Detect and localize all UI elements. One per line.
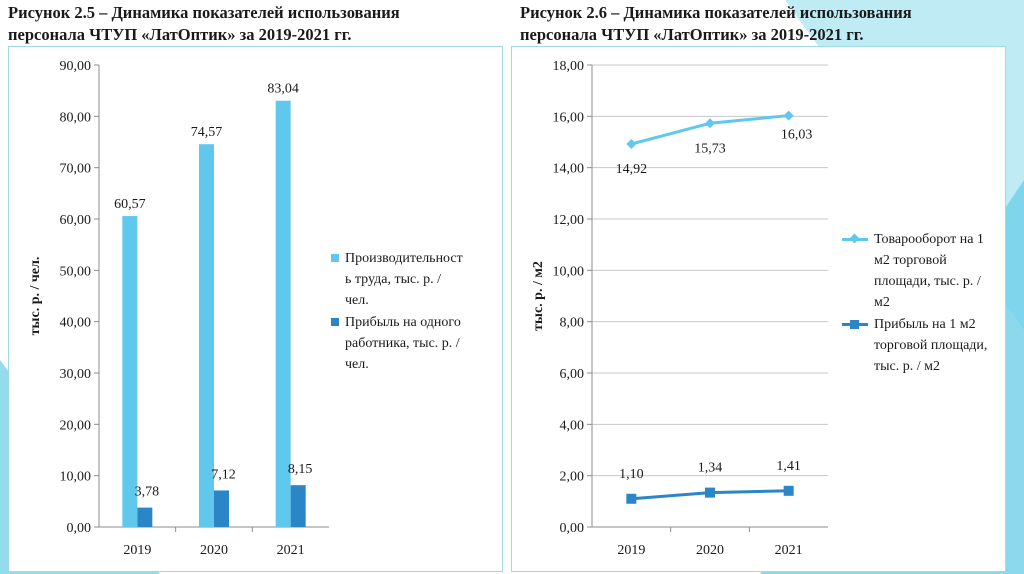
- y-tick-label: 40,00: [60, 316, 92, 331]
- data-label: 1,34: [698, 461, 723, 476]
- x-tick-label: 2019: [617, 543, 645, 558]
- line-chart-panel: 0,00 2,00 4,00 6,00 8,00 10,00 12,00 14,00 16,00…: [511, 46, 1006, 572]
- square-marker-icon: [850, 319, 859, 329]
- legend-label-turnover-line-3: площади, тыс. р. /: [874, 274, 981, 289]
- legend-item-profit-per-worker: Прибыль на одного работника, тыс. р. / ч…: [331, 312, 499, 375]
- square-swatch-icon: [331, 254, 339, 262]
- figure-2-5-title-line-2: персонала ЧТУП «ЛатОптик» за 2019-2021 г…: [8, 25, 352, 44]
- diamond-marker-icon: [849, 233, 860, 244]
- y-axis-title: тыс. р. / м2: [531, 261, 546, 331]
- bar-profit: [137, 507, 153, 527]
- data-label: 83,04: [267, 82, 299, 97]
- x-tick-label: 2020: [200, 543, 228, 558]
- legend-label-profit-m2-line-2: торговой площади,: [874, 338, 988, 353]
- y-tick-label: 60,00: [60, 213, 92, 228]
- figure-2-6-title: Рисунок 2.6 – Динамика показателей испол…: [520, 2, 1000, 46]
- bar-chart-panel: 0,00 10,00 20,00 30,00 40,00 50,00 60,00 70,00 8…: [8, 46, 503, 572]
- y-tick-label: 20,00: [60, 418, 92, 433]
- legend-label-profit-m2-line-1: Прибыль на 1 м2: [874, 317, 976, 332]
- y-tick-label: 6,00: [560, 367, 585, 382]
- legend-item-turnover: Товарооборот на 1 м2 торговой площади, т…: [842, 229, 1004, 313]
- square-marker: [626, 493, 637, 504]
- square-marker: [783, 485, 794, 496]
- legend-label-profit-m2-line-3: тыс. р. / м2: [874, 359, 940, 374]
- line-chart-legend: Товарооборот на 1 м2 торговой площади, т…: [842, 229, 1004, 378]
- legend-label-turnover-line-4: м2: [874, 295, 890, 310]
- legend-item-profit-per-m2: Прибыль на 1 м2 торговой площади, тыс. р…: [842, 314, 1004, 377]
- y-tick-label: 80,00: [60, 110, 92, 125]
- y-tick-label: 0,00: [560, 521, 585, 536]
- data-label: 3,78: [135, 485, 160, 500]
- y-tick-label: 0,00: [67, 521, 92, 536]
- legend-label-productivity-line-3: чел.: [345, 293, 369, 308]
- data-label: 16,03: [781, 128, 813, 143]
- bar-profit: [214, 490, 229, 527]
- y-tick-label: 12,00: [553, 213, 585, 228]
- data-label: 1,10: [619, 467, 644, 482]
- x-tick-label: 2021: [775, 543, 803, 558]
- bar-productivity: [199, 144, 214, 527]
- turnover-legend-key: [842, 233, 868, 244]
- bar-chart-legend: Производительност ь труда, тыс. р. / чел…: [331, 248, 499, 376]
- legend-label-profit-line-3: чел.: [345, 357, 369, 372]
- y-tick-label: 18,00: [553, 59, 585, 74]
- y-tick-label: 10,00: [553, 264, 585, 279]
- diamond-marker: [783, 110, 794, 121]
- data-label: 1,41: [776, 459, 801, 474]
- y-tick-label: 4,00: [560, 418, 585, 433]
- y-tick-label: 50,00: [60, 264, 92, 279]
- y-tick-label: 2,00: [560, 470, 585, 485]
- y-tick-label: 90,00: [60, 59, 92, 74]
- x-tick-label: 2019: [123, 543, 151, 558]
- y-tick-label: 70,00: [60, 162, 92, 177]
- bar-chart: 0,00 10,00 20,00 30,00 40,00 50,00 60,00 70,00 8…: [28, 59, 329, 558]
- line-chart: 0,00 2,00 4,00 6,00 8,00 10,00 12,00 14,00 16,00…: [531, 59, 828, 558]
- x-tick-label: 2021: [277, 543, 305, 558]
- y-tick-label: 14,00: [553, 162, 585, 177]
- y-tick-label: 16,00: [553, 110, 585, 125]
- legend-label-profit-line-1: Прибыль на одного: [345, 315, 461, 330]
- diamond-marker: [626, 139, 637, 150]
- legend-label-profit-line-2: работника, тыс. р. /: [345, 336, 460, 351]
- square-swatch-icon: [331, 318, 339, 326]
- x-tick-label: 2020: [696, 543, 724, 558]
- y-axis-title: тыс. р. / чел.: [28, 257, 43, 336]
- y-tick-label: 30,00: [60, 367, 92, 382]
- data-label: 7,12: [211, 467, 236, 482]
- data-label: 60,57: [114, 197, 146, 212]
- data-label: 15,73: [694, 141, 726, 156]
- figure-2-5-title: Рисунок 2.5 – Динамика показателей испол…: [8, 2, 498, 46]
- diamond-marker: [705, 118, 715, 129]
- bar-productivity: [275, 100, 291, 527]
- bar-productivity: [122, 216, 138, 527]
- legend-label-productivity-line-2: ь труда, тыс. р. /: [345, 272, 442, 287]
- square-marker: [705, 487, 715, 498]
- legend-label-turnover-line-1: Товарооборот на 1: [874, 232, 984, 247]
- data-label: 74,57: [191, 125, 223, 140]
- figure-2-5-title-line-1: Рисунок 2.5 – Динамика показателей испол…: [8, 3, 400, 22]
- legend-label-turnover-line-2: м2 торговой: [874, 253, 947, 268]
- bar-profit: [290, 485, 306, 527]
- data-label: 14,92: [616, 162, 648, 177]
- legend-label-productivity-line-1: Производительност: [345, 251, 463, 266]
- profit-legend-key: [842, 319, 868, 329]
- y-tick-label: 8,00: [560, 316, 585, 331]
- y-tick-label: 10,00: [60, 470, 92, 485]
- figure-2-6-title-line-2: персонала ЧТУП «ЛатОптик» за 2019-2021 г…: [520, 25, 864, 44]
- figure-2-6-title-line-1: Рисунок 2.6 – Динамика показателей испол…: [520, 3, 912, 22]
- legend-item-productivity: Производительност ь труда, тыс. р. / чел…: [331, 248, 499, 311]
- data-label: 8,15: [288, 462, 313, 477]
